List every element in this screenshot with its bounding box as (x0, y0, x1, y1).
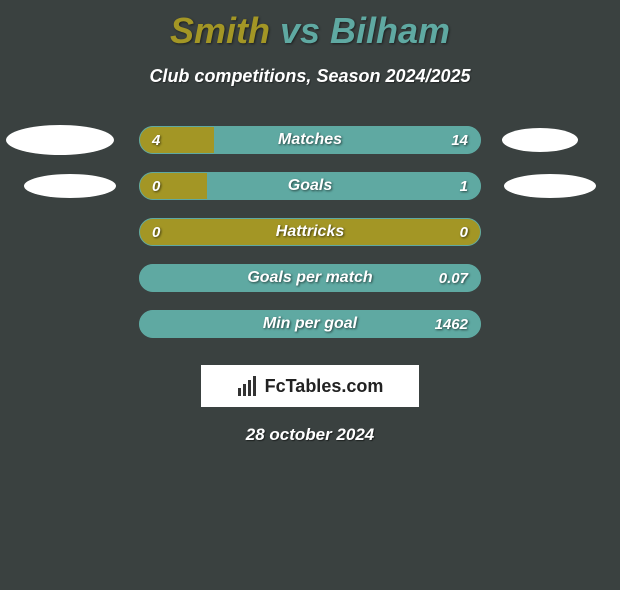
stats-container: Matches 4 14 Goals 0 1 Hattricks 0 0 Goals per ma… (0, 117, 620, 347)
title-player1: Smith (170, 10, 270, 51)
stat-value-left: 0 (152, 224, 160, 241)
stat-row: Matches 4 14 (0, 117, 620, 163)
page-title: Smith vs Bilham (0, 10, 620, 52)
stat-value-left: 0 (152, 178, 160, 195)
bar-right (207, 172, 481, 200)
stat-label: Goals (288, 177, 332, 195)
stat-value-right: 0 (460, 224, 468, 241)
title-vs: vs (280, 10, 320, 51)
subtitle: Club competitions, Season 2024/2025 (0, 66, 620, 87)
stat-row: Min per goal 1462 (0, 301, 620, 347)
stat-label: Min per goal (263, 315, 357, 333)
stat-row: Hattricks 0 0 (0, 209, 620, 255)
stat-value-right: 0.07 (439, 270, 468, 287)
stat-value-right: 1462 (435, 316, 468, 333)
avatar-placeholder (6, 125, 114, 155)
stat-row: Goals 0 1 (0, 163, 620, 209)
stat-value-left: 4 (152, 132, 160, 149)
avatar-placeholder (24, 174, 116, 198)
avatar-placeholder (502, 128, 578, 152)
footer-date: 28 october 2024 (0, 425, 620, 445)
footer-logo-text: FcTables.com (265, 376, 384, 397)
stat-label: Matches (278, 131, 342, 149)
footer-logo[interactable]: FcTables.com (201, 365, 419, 407)
stat-row: Goals per match 0.07 (0, 255, 620, 301)
bar-left (139, 172, 207, 200)
bar-chart-icon (237, 376, 259, 396)
title-player2: Bilham (330, 10, 450, 51)
stat-value-right: 14 (451, 132, 468, 149)
stat-label: Goals per match (247, 269, 372, 287)
bar-right (214, 126, 481, 154)
bar-left (139, 126, 214, 154)
stat-value-right: 1 (460, 178, 468, 195)
stat-label: Hattricks (276, 223, 344, 241)
avatar-placeholder (504, 174, 596, 198)
